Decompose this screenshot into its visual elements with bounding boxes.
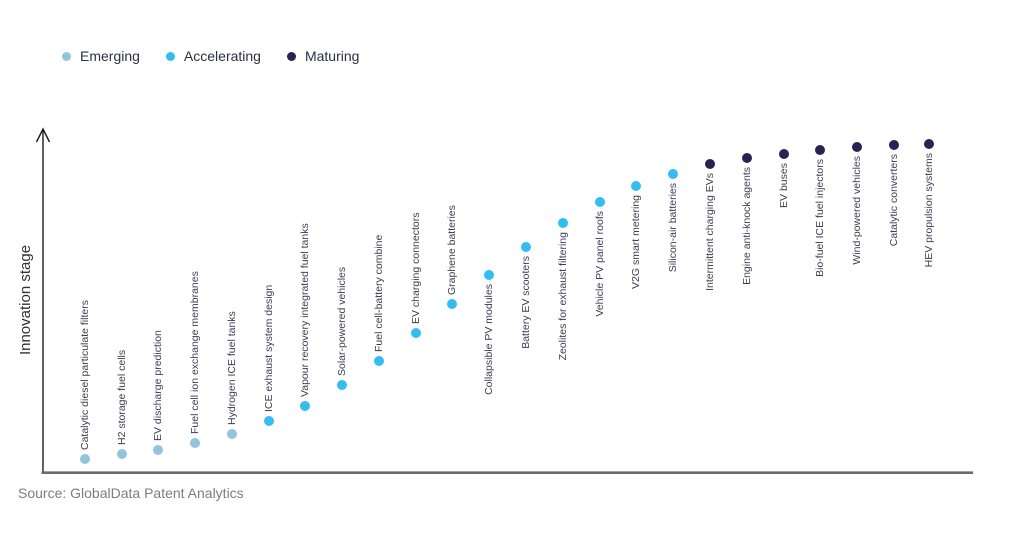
data-point-label: Solar-powered vehicles bbox=[336, 267, 348, 376]
data-point-label: Fuel cell ion exchange membranes bbox=[189, 271, 201, 434]
chart-legend: Emerging Accelerating Maturing bbox=[62, 48, 359, 64]
data-point bbox=[190, 438, 200, 448]
data-point bbox=[300, 401, 310, 411]
data-point-label: EV buses bbox=[778, 163, 790, 208]
data-point bbox=[227, 429, 237, 439]
data-point-label: Wind-powered vehicles bbox=[851, 156, 863, 265]
legend-dot-icon bbox=[62, 51, 71, 61]
data-point-label: Hydrogen ICE fuel tanks bbox=[226, 311, 238, 425]
data-point-label: EV charging connectors bbox=[410, 213, 422, 324]
data-point bbox=[447, 299, 457, 309]
data-point-label: Vapour recovery integrated fuel tanks bbox=[299, 223, 311, 397]
data-point-label: Zeolites for exhaust filtering bbox=[557, 232, 569, 361]
data-point-label: Collapsible PV modules bbox=[483, 284, 495, 395]
data-point-label: ICE exhaust system design bbox=[263, 285, 275, 412]
data-point bbox=[374, 356, 384, 366]
data-point-label: Intermittent charging EVs bbox=[704, 173, 716, 291]
legend-item-emerging: Emerging bbox=[62, 48, 140, 64]
data-point bbox=[264, 416, 274, 426]
data-point bbox=[484, 270, 494, 280]
legend-label: Accelerating bbox=[183, 48, 261, 64]
data-point-label: Fuel cell-battery combine bbox=[373, 235, 385, 352]
data-point bbox=[80, 454, 90, 464]
data-point-label: Vehicle PV panel roofs bbox=[594, 211, 606, 317]
data-point bbox=[852, 142, 862, 152]
data-point bbox=[779, 149, 789, 159]
data-points-layer: Catalytic diesel particulate filters H2 s… bbox=[79, 139, 935, 464]
data-point bbox=[411, 328, 421, 338]
data-point bbox=[631, 181, 641, 191]
data-point bbox=[153, 445, 163, 455]
legend-item-accelerating: Accelerating bbox=[165, 48, 261, 64]
data-point bbox=[337, 380, 347, 390]
data-point-label: H2 storage fuel cells bbox=[116, 350, 128, 445]
data-point bbox=[924, 139, 934, 149]
data-point bbox=[668, 169, 678, 179]
legend-label: Emerging bbox=[80, 48, 140, 64]
data-point bbox=[558, 218, 568, 228]
data-point-label: Catalytic diesel particulate filters bbox=[79, 300, 91, 450]
data-point bbox=[889, 140, 899, 150]
data-point-label: HEV propulsion systems bbox=[923, 153, 935, 267]
data-point-label: Engine anti-knock agents bbox=[741, 167, 753, 285]
data-point-label: Catalytic converters bbox=[888, 154, 900, 246]
legend-dot-icon bbox=[165, 51, 175, 61]
data-point bbox=[117, 449, 127, 459]
legend-item-maturing: Maturing bbox=[286, 48, 360, 64]
data-point bbox=[815, 145, 825, 155]
legend-label: Maturing bbox=[304, 48, 360, 64]
data-point-label: V2G smart metering bbox=[630, 195, 642, 289]
legend-dot-icon bbox=[286, 51, 296, 61]
data-point-label: Silicon-air batteries bbox=[667, 183, 679, 272]
data-point-label: Bio-fuel ICE fuel injectors bbox=[814, 159, 826, 277]
data-point-label: EV discharge prediction bbox=[152, 330, 164, 441]
data-point bbox=[705, 159, 715, 169]
data-point bbox=[521, 242, 531, 252]
data-point-label: Battery EV scooters bbox=[520, 256, 532, 349]
data-point bbox=[742, 153, 752, 163]
data-point-label: Graphene batteries bbox=[446, 205, 458, 295]
source-note: Source: GlobalData Patent Analytics bbox=[18, 485, 244, 501]
data-point bbox=[595, 197, 605, 207]
y-axis-arrowhead-icon bbox=[35, 127, 51, 143]
